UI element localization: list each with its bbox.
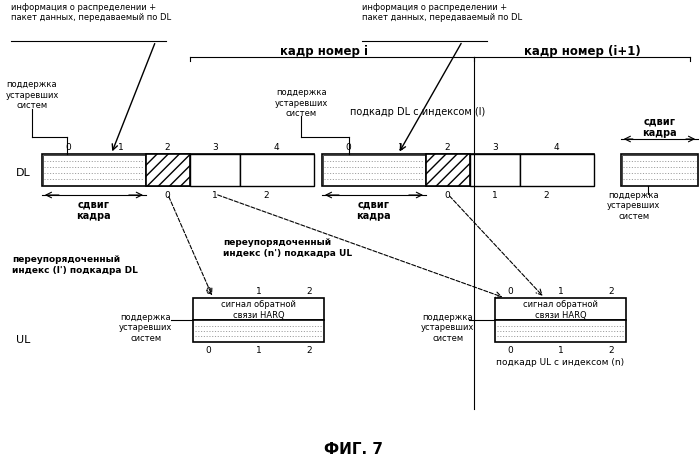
Text: 1: 1 xyxy=(558,346,564,355)
Text: сигнал обратной
связи HARQ: сигнал обратной связи HARQ xyxy=(221,300,296,319)
Text: 0: 0 xyxy=(507,346,513,355)
Bar xyxy=(240,155,314,187)
Text: информация о распределении +
пакет данных, передаваемый по DL: информация о распределении + пакет данны… xyxy=(11,3,171,22)
Text: 2: 2 xyxy=(608,286,614,295)
Text: информация о распределении +
пакет данных, передаваемый по DL: информация о распределении + пакет данны… xyxy=(362,3,522,22)
Text: поддержка
устаревших
систем: поддержка устаревших систем xyxy=(6,80,59,110)
Text: поддержка
устаревших
систем: поддержка устаревших систем xyxy=(421,313,475,342)
Text: поддержка
устаревших
систем: поддержка устаревших систем xyxy=(607,191,660,220)
Bar xyxy=(322,155,594,187)
Text: 0: 0 xyxy=(205,346,211,355)
Bar xyxy=(323,156,425,186)
Text: 0: 0 xyxy=(205,286,211,295)
Text: 1: 1 xyxy=(212,191,218,200)
Text: подкадр UL с индексом (n): подкадр UL с индексом (n) xyxy=(496,358,624,367)
Text: 0: 0 xyxy=(346,142,351,151)
Bar xyxy=(495,298,626,320)
Text: сдвиг
кадра: сдвиг кадра xyxy=(356,199,391,220)
Text: 1: 1 xyxy=(118,142,124,151)
Text: 2: 2 xyxy=(264,191,270,200)
Text: кадр номер i: кадр номер i xyxy=(280,44,368,57)
Text: сдвиг
кадра: сдвиг кадра xyxy=(642,116,677,138)
Bar xyxy=(42,155,314,187)
Text: 4: 4 xyxy=(554,142,559,151)
Text: 0: 0 xyxy=(507,286,513,295)
Text: 2: 2 xyxy=(445,142,451,151)
Text: 0: 0 xyxy=(444,191,451,200)
Text: 4: 4 xyxy=(274,142,279,151)
Text: 2: 2 xyxy=(544,191,550,200)
Bar xyxy=(495,320,626,342)
Text: 1: 1 xyxy=(256,346,262,355)
Text: 2: 2 xyxy=(608,346,614,355)
Text: переупорядоченный
индекс (l') подкадра DL: переупорядоченный индекс (l') подкадра D… xyxy=(13,255,138,274)
Text: ФИГ. 7: ФИГ. 7 xyxy=(324,442,383,457)
Text: 2: 2 xyxy=(307,286,312,295)
Text: 1: 1 xyxy=(492,191,498,200)
Bar xyxy=(520,155,594,187)
Text: 3: 3 xyxy=(492,142,498,151)
Text: переупорядоченный
индекс (n') подкадра UL: переупорядоченный индекс (n') подкадра U… xyxy=(223,238,352,257)
Bar xyxy=(146,155,190,187)
Text: 0: 0 xyxy=(66,142,71,151)
Bar xyxy=(621,155,698,187)
Bar xyxy=(470,155,520,187)
Text: 2: 2 xyxy=(164,142,170,151)
Text: сигнал обратной
связи HARQ: сигнал обратной связи HARQ xyxy=(523,300,598,319)
Bar xyxy=(190,155,240,187)
Bar xyxy=(622,156,697,186)
Text: 3: 3 xyxy=(212,142,218,151)
Text: 1: 1 xyxy=(398,142,404,151)
Text: подкадр DL с индексом (l): подкадр DL с индексом (l) xyxy=(351,107,486,117)
Bar xyxy=(43,156,145,186)
Text: DL: DL xyxy=(16,168,31,178)
Text: 0: 0 xyxy=(164,191,171,200)
Bar xyxy=(426,155,470,187)
Text: поддержка
устаревших
систем: поддержка устаревших систем xyxy=(119,313,172,342)
Text: 2: 2 xyxy=(307,346,312,355)
Bar xyxy=(193,320,324,342)
Text: сдвиг
кадра: сдвиг кадра xyxy=(76,199,111,220)
Text: 1: 1 xyxy=(558,286,564,295)
Bar xyxy=(193,298,324,320)
Text: UL: UL xyxy=(16,334,30,344)
Text: кадр номер (i+1): кадр номер (i+1) xyxy=(524,44,640,57)
Text: поддержка
устаревших
систем: поддержка устаревших систем xyxy=(274,88,328,118)
Text: 1: 1 xyxy=(256,286,262,295)
